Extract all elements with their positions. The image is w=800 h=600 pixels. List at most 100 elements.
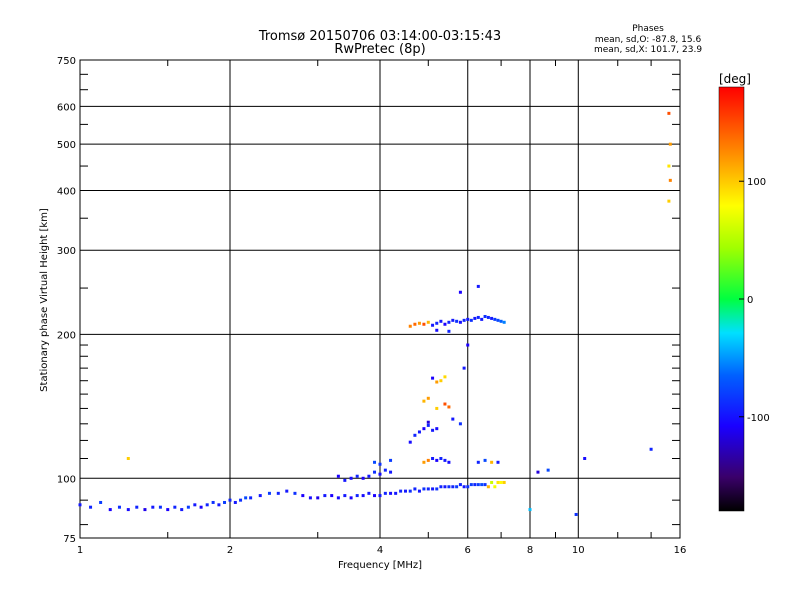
data-point <box>490 460 494 464</box>
data-point <box>343 478 347 482</box>
data-point <box>447 329 451 333</box>
data-point <box>447 460 451 464</box>
stats-line-x: mean, sd,X: 101.7, 23.9 <box>594 45 702 55</box>
data-point <box>422 460 426 464</box>
stats-heading: Phases <box>632 24 664 34</box>
data-point <box>668 142 672 146</box>
colorbar-tick-label: -100 <box>747 413 770 424</box>
data-point <box>476 284 480 288</box>
data-point <box>583 456 587 460</box>
data-point <box>408 324 412 328</box>
data-point <box>293 491 297 495</box>
data-point <box>574 512 578 516</box>
data-point <box>193 503 197 507</box>
x-tick-label: 1 <box>77 545 83 556</box>
data-point <box>502 320 506 324</box>
data-point <box>502 480 506 484</box>
data-point <box>536 470 540 474</box>
data-point <box>462 318 466 322</box>
data-point <box>422 399 426 403</box>
data-point <box>367 491 371 495</box>
data-point <box>403 489 407 493</box>
data-point <box>466 485 470 489</box>
x-tick-label: 4 <box>377 545 383 556</box>
x-tick-label: 10 <box>572 545 585 556</box>
data-point <box>528 508 532 512</box>
data-point <box>413 487 417 491</box>
data-point <box>443 485 447 489</box>
data-point <box>486 485 490 489</box>
y-tick-label: 300 <box>57 246 76 257</box>
x-tick-labels: 1 2 4 6 8 10 16 <box>77 545 687 556</box>
x-axis-label: Frequency [MHz] <box>338 560 422 571</box>
data-point <box>373 470 377 474</box>
colorbar-tick-label: 100 <box>747 177 766 188</box>
data-point <box>349 476 353 480</box>
x-tick-label: 6 <box>465 545 471 556</box>
data-point <box>435 321 439 325</box>
data-point <box>431 323 435 327</box>
data-point <box>435 328 439 332</box>
data-point <box>361 476 365 480</box>
data-point <box>455 485 459 489</box>
chart-title: Tromsø 20150706 03:14:00-03:15:43 <box>258 29 501 44</box>
data-point <box>435 458 439 462</box>
data-point <box>373 494 377 498</box>
data-point <box>431 428 435 432</box>
data-point <box>668 178 672 182</box>
data-point <box>389 491 393 495</box>
data-point <box>323 494 327 498</box>
data-point <box>233 500 237 504</box>
data-point <box>244 496 248 500</box>
data-point <box>408 489 412 493</box>
data-point <box>447 485 451 489</box>
data-point <box>211 500 215 504</box>
data-point <box>117 505 121 509</box>
data-point <box>490 316 494 320</box>
data-point <box>378 472 382 476</box>
colorbar-label: [deg] <box>719 72 751 86</box>
data-point <box>336 474 340 478</box>
data-point <box>458 290 462 294</box>
data-point <box>186 505 190 509</box>
data-point <box>394 491 398 495</box>
data-point <box>431 487 435 491</box>
data-point <box>667 111 671 115</box>
colorbar-tick-label: 0 <box>747 295 753 306</box>
data-point <box>455 319 459 323</box>
y-tick-label: 400 <box>57 186 76 197</box>
data-point <box>443 375 447 379</box>
data-point <box>383 491 387 495</box>
data-point <box>258 494 262 498</box>
data-point <box>316 496 320 500</box>
data-point <box>426 487 430 491</box>
data-point <box>99 500 103 504</box>
data-point <box>373 460 377 464</box>
data-point <box>431 376 435 380</box>
data-point <box>451 485 455 489</box>
data-point <box>496 318 500 322</box>
data-point <box>458 422 462 426</box>
data-point <box>422 322 426 326</box>
x-tick-label: 8 <box>527 545 533 556</box>
data-point <box>228 498 232 502</box>
data-point <box>435 427 439 431</box>
data-point <box>158 505 162 509</box>
data-point <box>367 474 371 478</box>
data-point <box>223 500 227 504</box>
data-point <box>173 505 177 509</box>
data-point <box>476 483 480 487</box>
data-point <box>413 322 417 326</box>
data-point <box>493 485 497 489</box>
data-points <box>78 111 672 516</box>
data-point <box>378 494 382 498</box>
data-point <box>389 470 393 474</box>
data-point <box>439 379 443 383</box>
data-point <box>399 489 403 493</box>
data-point <box>483 314 487 318</box>
data-point <box>417 430 421 434</box>
data-point <box>126 456 130 460</box>
data-point <box>443 402 447 406</box>
data-point <box>469 318 473 322</box>
data-point <box>426 423 430 427</box>
